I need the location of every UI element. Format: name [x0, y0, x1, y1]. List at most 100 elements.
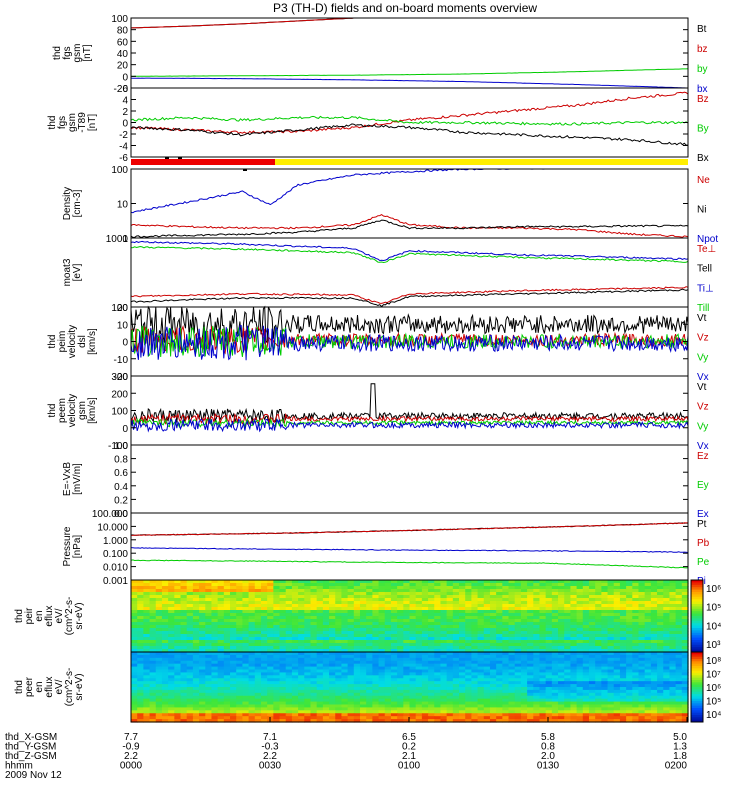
heatmap-cell: [558, 657, 565, 662]
heatmap-cell: [254, 681, 262, 685]
heatmap-cell: [595, 663, 602, 668]
heatmap-cell: [601, 643, 609, 647]
heatmap-cell: [217, 678, 225, 682]
ytick-label: 1: [122, 234, 128, 245]
heatmap-cell: [527, 604, 534, 608]
heatmap-cell: [644, 598, 652, 602]
ylabel-line: [mV/m]: [72, 463, 83, 495]
heatmap-cell: [502, 657, 510, 662]
heatmap-cell: [551, 631, 559, 635]
heatmap-cell: [440, 692, 448, 697]
heatmap-cell: [564, 628, 572, 632]
heatmap-cell: [199, 692, 206, 697]
heatmap-cell: [267, 622, 274, 626]
heatmap-cell: [248, 654, 256, 659]
heatmap-cell: [434, 689, 442, 694]
heatmap-cell: [316, 689, 324, 694]
heatmap-cell: [211, 610, 219, 614]
heatmap-cell: [496, 646, 503, 650]
heatmap-cell: [236, 643, 243, 647]
heatmap-cell: [304, 701, 312, 706]
heatmap-cell: [186, 678, 194, 682]
heatmap-cell: [644, 616, 652, 620]
heatmap-cell: [403, 601, 411, 605]
heatmap-cell: [632, 598, 640, 602]
heatmap-cell: [428, 652, 435, 656]
heatmap-cell: [434, 628, 442, 632]
heatmap-cell: [174, 716, 182, 720]
heatmap-cell: [279, 657, 287, 662]
heatmap-cell: [502, 625, 510, 629]
heatmap-cell: [329, 701, 336, 706]
heatmap-cell: [446, 628, 454, 632]
heatmap-cell: [533, 610, 541, 614]
heatmap-cell: [539, 687, 547, 691]
heatmap-cell: [619, 586, 627, 590]
heatmap-cell: [514, 580, 522, 584]
heatmap-cell: [403, 684, 411, 688]
heatmap-cell: [353, 589, 361, 593]
heatmap-cell: [669, 652, 677, 656]
heatmap-cell: [440, 669, 448, 674]
heatmap-cell: [260, 637, 268, 641]
heatmap-cell: [310, 628, 318, 632]
heatmap-cell: [539, 619, 547, 623]
heatmap-cell: [174, 710, 182, 714]
heatmap-cell: [161, 698, 169, 703]
heatmap-cell: [483, 586, 491, 590]
heatmap-cell: [508, 616, 516, 620]
heatmap-cell: [242, 601, 250, 605]
heatmap-cell: [223, 692, 231, 697]
heatmap-cell: [155, 719, 163, 723]
heatmap-cell: [366, 666, 373, 671]
heatmap-cell: [669, 713, 677, 717]
heatmap-cell: [545, 580, 553, 584]
heatmap-cell: [131, 586, 138, 590]
heatmap-cell: [174, 701, 182, 706]
heatmap-cell: [248, 678, 256, 682]
heatmap-cell: [558, 684, 565, 688]
heatmap-cell: [539, 640, 547, 644]
heatmap-cell: [644, 652, 652, 656]
heatmap-cell: [551, 681, 559, 685]
heatmap-cell: [440, 652, 448, 656]
heatmap-cell: [254, 669, 262, 674]
heatmap-cell: [186, 643, 194, 647]
heatmap-cell: [298, 681, 305, 685]
heatmap-cell: [186, 695, 194, 700]
heatmap-cell: [663, 672, 671, 676]
heatmap-cell: [378, 660, 386, 665]
heatmap-cell: [545, 595, 553, 599]
heatmap-cell: [236, 681, 243, 685]
heatmap-cell: [471, 678, 479, 682]
heatmap-cell: [440, 707, 448, 711]
heatmap-cell: [304, 613, 312, 617]
heatmap-cell: [570, 625, 578, 629]
heatmap-cell: [291, 675, 299, 679]
heatmap-cell: [675, 604, 683, 608]
heatmap-cell: [322, 640, 330, 644]
heatmap-cell: [137, 649, 144, 653]
heatmap-cell: [403, 681, 411, 685]
heatmap-cell: [440, 625, 448, 629]
heatmap-cell: [483, 637, 491, 641]
heatmap-cell: [366, 704, 373, 709]
heatmap-cell: [149, 583, 157, 587]
ylabel-line: thd: [47, 404, 58, 418]
heatmap-cell: [397, 580, 404, 584]
heatmap-cell: [613, 583, 621, 587]
heatmap-cell: [421, 625, 429, 629]
heatmap-cell: [353, 601, 361, 605]
heatmap-cell: [279, 681, 287, 685]
heatmap-cell: [440, 716, 448, 720]
heatmap-cell: [508, 610, 516, 614]
heatmap-cell: [588, 637, 596, 641]
heatmap-cell: [558, 613, 565, 617]
heatmap-cell: [626, 607, 633, 611]
heatmap-cell: [545, 643, 553, 647]
heatmap-cell: [638, 666, 646, 671]
heatmap-cell: [236, 692, 243, 697]
heatmap-cell: [260, 580, 268, 584]
heatmap-cell: [595, 619, 602, 623]
heatmap-cell: [341, 622, 349, 626]
